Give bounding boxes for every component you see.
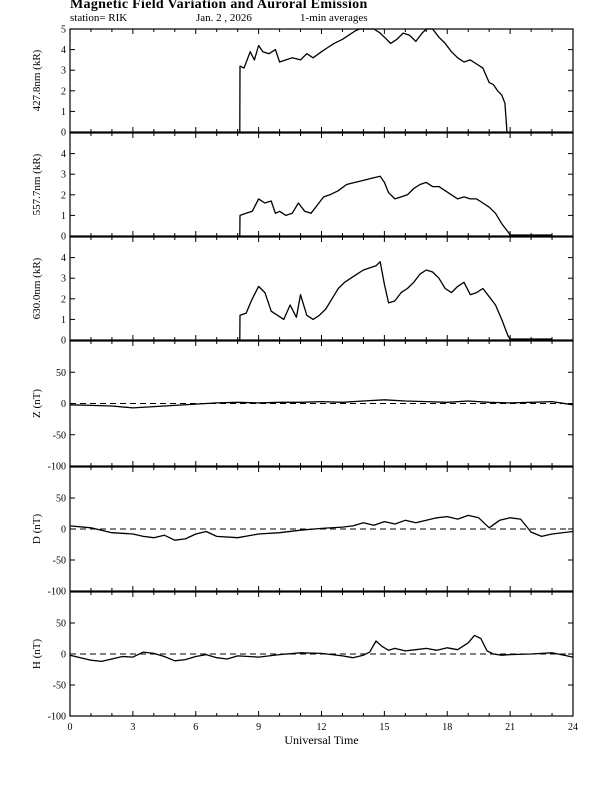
x-tick-label: 18	[442, 722, 452, 733]
station-label: station= RIK	[70, 12, 128, 24]
panel-frame	[69, 28, 574, 133]
y-tick-label: 0	[61, 336, 66, 347]
y-tick-label: 3	[61, 274, 66, 285]
panel-frame	[69, 132, 574, 237]
y-tick-label: 3	[61, 66, 66, 77]
y-tick-label: 2	[61, 294, 66, 305]
y-tick-label: 1	[61, 315, 66, 326]
y-tick-label: 2	[61, 86, 66, 97]
y-tick-label: 0	[61, 232, 66, 243]
y-tick-label: -100	[48, 462, 66, 473]
y-tick-label: 4	[61, 253, 66, 264]
y-axis-label: D (nT)	[31, 514, 43, 545]
y-tick-label: 4	[61, 149, 66, 160]
series-line	[69, 514, 574, 541]
y-tick-label: 1	[61, 211, 66, 222]
x-tick-label: 15	[379, 722, 389, 733]
y-tick-label: 0	[61, 399, 66, 410]
x-tick-label: 24	[568, 722, 578, 733]
y-tick-label: 5	[61, 25, 66, 36]
x-tick-label: 6	[193, 722, 198, 733]
y-tick-label: 0	[61, 650, 66, 661]
y-axis-label: 427.8nm (kR)	[31, 49, 43, 111]
series-line	[239, 261, 552, 341]
date-label: Jan. 2 , 2026	[196, 12, 252, 24]
y-tick-label: 1	[61, 107, 66, 118]
y-tick-label: 50	[56, 619, 66, 630]
x-axis-label: Universal Time	[284, 733, 358, 747]
x-tick-label: 9	[256, 722, 261, 733]
y-tick-label: 2	[61, 190, 66, 201]
panel-frame	[69, 236, 574, 341]
y-axis-label: 630.0nm (kR)	[31, 257, 43, 319]
x-tick-label: 12	[317, 722, 327, 733]
y-tick-label: 0	[61, 525, 66, 536]
y-tick-label: -50	[53, 556, 66, 567]
x-tick-label: 0	[68, 722, 73, 733]
y-tick-label: 4	[61, 45, 66, 56]
chart-title: Magnetic Field Variation and Auroral Emi…	[70, 0, 368, 12]
y-tick-label: -50	[53, 681, 66, 692]
averaging-label: 1-min averages	[300, 12, 368, 24]
y-tick-label: 50	[56, 494, 66, 505]
series-line	[239, 28, 508, 133]
y-tick-label: 0	[61, 128, 66, 139]
y-tick-label: -50	[53, 430, 66, 441]
series-line	[69, 399, 574, 409]
y-axis-label: 557.7nm (kR)	[31, 153, 43, 215]
y-tick-label: -100	[48, 587, 66, 598]
y-tick-label: -100	[48, 712, 66, 723]
series-line	[239, 175, 552, 237]
y-tick-label: 50	[56, 368, 66, 379]
x-tick-label: 3	[130, 722, 135, 733]
y-tick-label: 3	[61, 170, 66, 181]
y-axis-label: Z (nT)	[31, 389, 43, 418]
x-tick-label: 21	[505, 722, 515, 733]
series-line	[69, 634, 574, 663]
y-axis-label: H (nT)	[31, 639, 43, 670]
